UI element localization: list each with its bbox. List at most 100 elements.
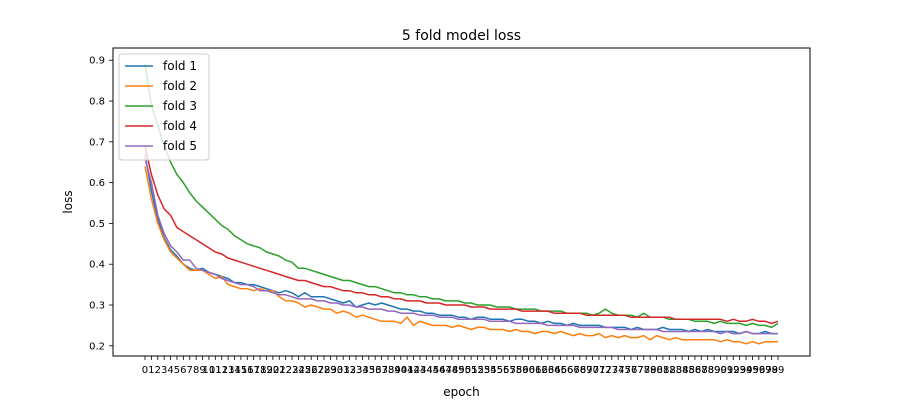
series-layer xyxy=(144,64,779,345)
x-tick-label: 61 xyxy=(529,365,542,376)
x-tick-label: 1 xyxy=(148,365,154,376)
x-tick-label: 93 xyxy=(733,365,746,376)
legend-label: fold 2 xyxy=(163,79,197,93)
x-tick-label: 71 xyxy=(593,365,606,376)
x-tick-label: 56 xyxy=(497,365,510,376)
x-tick-label: 83 xyxy=(669,365,682,376)
x-tick-label: 79 xyxy=(644,365,657,376)
x-tick-label: 31 xyxy=(337,365,350,376)
y-axis-label: loss xyxy=(61,190,75,213)
x-tick-label: 26 xyxy=(305,365,318,376)
x-tick-label: 30 xyxy=(330,365,343,376)
x-tick-label: 2 xyxy=(155,365,161,376)
x-tick-label: 21 xyxy=(273,365,286,376)
x-axis-label: epoch xyxy=(443,385,480,399)
x-tick-label: 29 xyxy=(324,365,337,376)
x-tick-label: 69 xyxy=(580,365,593,376)
x-tick-label: 16 xyxy=(241,365,254,376)
x-tick-label: 35 xyxy=(362,365,375,376)
x-tick-label: 48 xyxy=(446,365,459,376)
x-tick-label: 44 xyxy=(420,365,433,376)
x-tick-label: 67 xyxy=(567,365,580,376)
x-tick-label: 5 xyxy=(174,365,180,376)
x-tick-label: 28 xyxy=(318,365,331,376)
x-tick-label: 64 xyxy=(548,365,561,376)
x-tick-label: 10 xyxy=(203,365,216,376)
y-tick-label: 0.2 xyxy=(89,341,105,352)
x-tick-label: 15 xyxy=(235,365,248,376)
x-tick-label: 70 xyxy=(586,365,599,376)
x-tick-label: 54 xyxy=(484,365,497,376)
x-tick-label: 74 xyxy=(612,365,625,376)
x-tick-label: 55 xyxy=(490,365,503,376)
x-tick-label: 57 xyxy=(503,365,516,376)
x-tick-label: 45 xyxy=(426,365,439,376)
legend-box xyxy=(118,53,210,161)
chart-title: 5 fold model loss xyxy=(402,28,521,44)
x-tick-label: 94 xyxy=(740,365,753,376)
x-tick-label: 85 xyxy=(682,365,695,376)
x-tick-label: 20 xyxy=(266,365,279,376)
x-tick-label: 13 xyxy=(222,365,235,376)
y-tick-label: 0.9 xyxy=(89,56,105,67)
series-line-fold-2 xyxy=(144,166,778,345)
x-tick-label: 75 xyxy=(618,365,631,376)
x-tick-label: 12 xyxy=(215,365,228,376)
x-tick-label: 99 xyxy=(772,365,785,376)
x-tick-label: 7 xyxy=(187,365,193,376)
y-tick-label: 0.7 xyxy=(89,137,105,148)
x-tick-label: 23 xyxy=(286,365,299,376)
x-tick-label: 63 xyxy=(541,365,554,376)
x-tick-label: 90 xyxy=(714,365,727,376)
x-tick-label: 25 xyxy=(298,365,311,376)
x-tick-label: 95 xyxy=(746,365,759,376)
legend-label: fold 5 xyxy=(163,139,197,153)
x-tick-label: 46 xyxy=(433,365,446,376)
x-tick-label: 47 xyxy=(439,365,452,376)
x-tick-label: 98 xyxy=(765,365,778,376)
x-tick-label: 60 xyxy=(522,365,535,376)
x-tick-label: 22 xyxy=(279,365,292,376)
x-tick-label: 68 xyxy=(573,365,586,376)
axes-frame xyxy=(112,47,811,357)
x-tick-label: 37 xyxy=(375,365,388,376)
x-tick-label: 73 xyxy=(605,365,618,376)
x-tick-label: 8 xyxy=(193,365,199,376)
x-tick-label: 9 xyxy=(199,365,205,376)
x-tick-label: 72 xyxy=(599,365,612,376)
x-tick-label: 18 xyxy=(254,365,267,376)
legend-label: fold 1 xyxy=(163,59,197,73)
x-tick-label: 82 xyxy=(663,365,676,376)
series-line-fold-1 xyxy=(144,153,778,335)
x-tick-label: 42 xyxy=(407,365,420,376)
x-tick-label: 53 xyxy=(478,365,491,376)
x-tick-label: 87 xyxy=(695,365,708,376)
x-tick-label: 11 xyxy=(209,365,222,376)
series-line-fold-3 xyxy=(144,64,779,329)
x-tick-label: 81 xyxy=(657,365,670,376)
x-tick-label: 49 xyxy=(452,365,465,376)
y-tick-label: 0.3 xyxy=(89,301,105,312)
x-tick-label: 41 xyxy=(401,365,414,376)
x-tick-label: 80 xyxy=(650,365,663,376)
x-tick-label: 43 xyxy=(414,365,427,376)
x-tick-label: 4 xyxy=(167,365,173,376)
x-axis: 0 1 2 3 4 5 6 7 8 9101112131415161718192021222324… xyxy=(142,356,785,376)
x-tick-label: 38 xyxy=(382,365,395,376)
x-tick-label: 34 xyxy=(356,365,369,376)
x-tick-label: 3 xyxy=(161,365,167,376)
x-tick-label: 24 xyxy=(292,365,305,376)
y-tick-label: 0.4 xyxy=(89,260,105,271)
legend: fold 1 fold 2 fold 3 fold 4 fold 5 xyxy=(118,53,210,161)
y-tick-label: 0.5 xyxy=(89,219,105,230)
x-tick-label: 77 xyxy=(631,365,644,376)
x-tick-label: 88 xyxy=(701,365,714,376)
x-tick-label: 78 xyxy=(637,365,650,376)
x-tick-label: 59 xyxy=(516,365,529,376)
x-tick-label: 39 xyxy=(388,365,401,376)
x-tick-label: 17 xyxy=(247,365,260,376)
x-tick-label: 51 xyxy=(465,365,478,376)
y-tick-label: 0.6 xyxy=(89,178,105,189)
x-tick-label: 92 xyxy=(727,365,740,376)
